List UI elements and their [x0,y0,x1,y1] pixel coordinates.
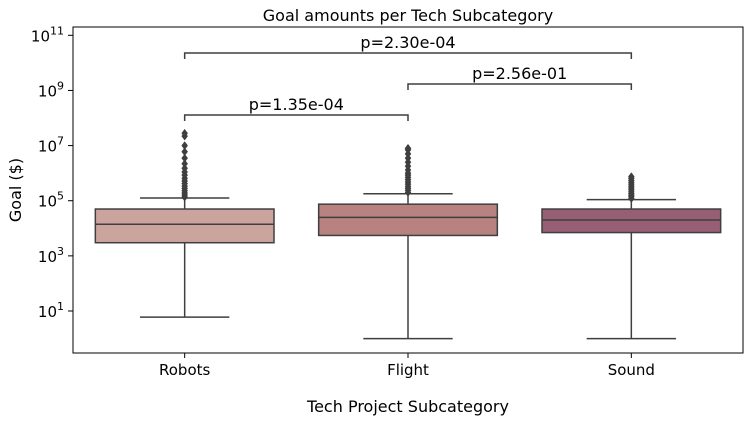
iqr-box [541,208,722,234]
p-value-label: p=2.30e-04 [360,33,455,52]
significance-bracket [183,52,633,59]
outlier-point [628,172,635,182]
x-tick-label: Flight [387,361,429,379]
y-tick-exponent: 11 [50,24,64,37]
p-value-label: p=2.56e-01 [472,64,567,83]
y-tick-label: 109 [38,79,64,100]
iqr-box [94,208,275,244]
outlier-point [181,128,188,138]
y-tick-exponent: 7 [57,135,64,148]
y-tick-base: 10 [38,193,57,211]
p-value-label: p=1.35e-04 [249,95,344,114]
outlier-point [181,163,188,173]
significance-annotation: p=2.56e-01 [407,64,633,90]
y-tick-base: 10 [38,248,57,266]
x-tick-label: Sound [608,361,655,379]
box-group-sound [541,172,722,340]
y-tick-label: 1011 [31,24,64,45]
y-tick-exponent: 3 [57,245,64,258]
y-tick-label: 107 [38,135,64,156]
significance-annotation: p=2.30e-04 [183,33,633,59]
outlier-point [181,159,188,169]
outlier-point [181,147,188,157]
outlier-point [181,153,188,163]
y-tick-base: 10 [38,303,57,321]
y-tick-label: 103 [38,245,64,266]
y-tick-label: 101 [38,300,64,321]
iqr-box [317,203,499,237]
box-group-flight [317,143,499,340]
outlier-point [404,143,412,153]
significance-annotation: p=1.35e-04 [183,95,409,121]
x-tick-label: Robots [159,361,211,379]
y-tick-base: 10 [38,82,57,100]
y-tick-exponent: 9 [57,79,64,92]
y-tick-label: 105 [38,190,64,211]
y-tick-exponent: 1 [57,300,64,313]
significance-bracket [407,83,633,90]
x-axis-label: Tech Project Subcategory [306,397,509,416]
y-tick-base: 10 [31,27,50,45]
chart-title: Goal amounts per Tech Subcategory [263,6,553,25]
significance-bracket [183,114,409,121]
box-group-robots [94,128,275,318]
y-tick-exponent: 5 [57,190,64,203]
y-axis-label: Goal ($) [6,158,25,222]
y-tick-base: 10 [38,138,57,156]
outlier-point [181,141,188,151]
